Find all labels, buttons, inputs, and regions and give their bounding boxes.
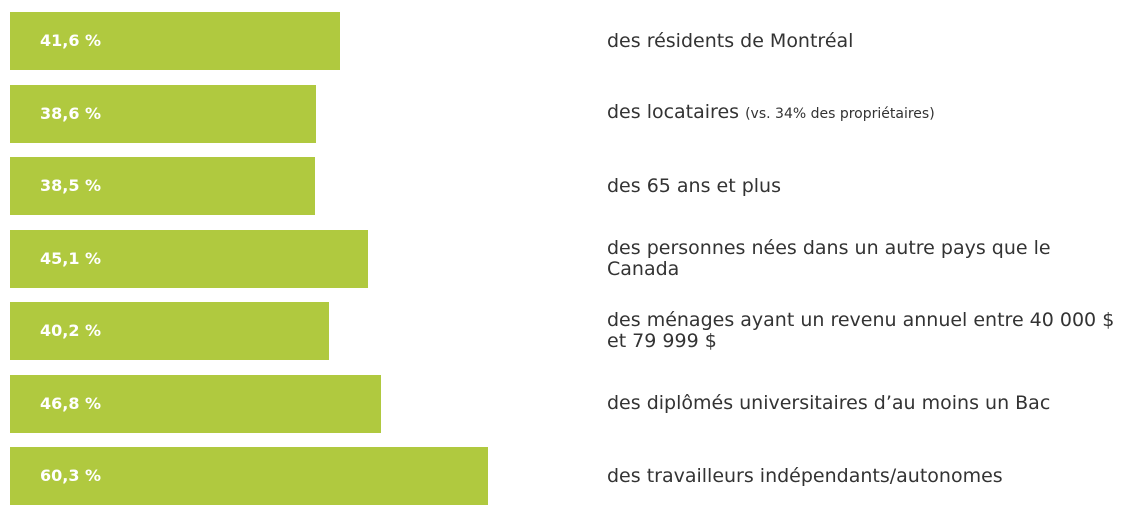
bar [10,302,329,360]
category-label-box: des travailleurs indépendants/autonomes [607,447,1122,505]
category-note: (vs. 34% des propriétaires) [745,106,935,122]
category-label-box: des 65 ans et plus [607,157,1122,215]
bar [10,374,381,433]
value-label: 46,8 % [40,393,102,413]
category-label-box: des résidents de Montréal [607,12,1122,70]
page: 41,6 % des résidents de Montréal 38,6 % des… [10,12,1122,505]
category-label-box: des diplômés universitaires d’au moins u… [607,375,1122,433]
category-label: des 65 ans et plus [607,174,781,197]
category-label: des diplômés universitaires d’au moins u… [607,392,1051,414]
value-label: 45,1 % [40,248,102,268]
bar [10,229,368,288]
category-label: des locataires (vs. 34% des propriétaire… [607,101,935,123]
bar [10,12,340,70]
category-label-box: des personnes nées dans un autre pays qu… [607,230,1122,288]
bar [10,157,316,215]
category-label-box: des ménages ayant un revenu annuel entre… [607,302,1122,360]
value-label: 60,3 % [40,466,102,485]
value-label: 38,5 % [40,176,102,195]
bar [10,84,316,143]
value-label: 41,6 % [40,31,102,50]
category-label: des résidents de Montréal [607,29,854,52]
value-label: 38,6 % [40,103,102,123]
category-label-box: des locataires (vs. 34% des propriétaire… [607,85,1122,143]
category-label: des ménages ayant un revenu annuel entre… [607,309,1115,352]
value-label: 40,2 % [40,321,102,340]
category-label: des personnes nées dans un autre pays qu… [607,236,1051,280]
category-label: des travailleurs indépendants/autonomes [607,464,1003,487]
